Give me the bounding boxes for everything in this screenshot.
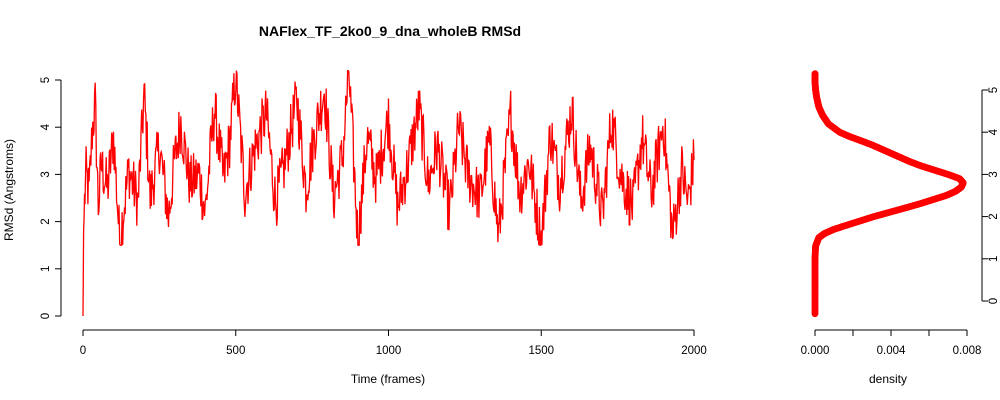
- density-y-tick-label: 1: [988, 256, 1000, 262]
- density-x-tick-label: 0.008: [953, 345, 982, 357]
- density-y-tick-label: 4: [988, 128, 1000, 135]
- density-y-tick-label: 5: [988, 87, 1000, 93]
- main-x-tick-label: 1000: [376, 345, 402, 357]
- main-x-tick-label: 500: [226, 345, 245, 357]
- density-x-tick-label: 0.004: [877, 345, 906, 357]
- main-x-tick-label: 0: [80, 345, 86, 357]
- density-y-tick-label: 2: [988, 213, 1000, 219]
- main-y-tick-label: 2: [40, 218, 52, 224]
- main-x-axis-label: Time (frames): [351, 372, 425, 386]
- main-y-tick-label: 5: [40, 77, 52, 83]
- main-x-tick-label: 1500: [528, 345, 554, 357]
- main-y-tick-label: 4: [40, 123, 52, 130]
- main-y-tick-label: 1: [40, 266, 52, 272]
- density-y-tick-label: 0: [988, 298, 1000, 304]
- density-y-tick-label: 3: [988, 171, 1000, 177]
- main-y-tick-label: 0: [40, 313, 52, 319]
- main-y-axis-label: RMSd (Angstroms): [2, 139, 16, 241]
- main-y-tick-label: 3: [40, 171, 52, 177]
- density-x-tick-label: 0.000: [801, 345, 830, 357]
- density-point: [811, 70, 819, 78]
- chart-title: NAFlex_TF_2ko0_9_dna_wholeB RMSd: [259, 23, 521, 39]
- main-tick-group: 0 1 2 3 4 5 0 500 1000 1500 2000: [40, 77, 707, 357]
- rmsd-series-line: [82, 69, 695, 317]
- density-points: [811, 70, 967, 318]
- density-x-axis-label: density: [869, 372, 907, 386]
- main-x-tick-label: 2000: [681, 345, 707, 357]
- density-tick-group: 0.000 0.004 0.008 0 1 2 3 4 5: [801, 87, 1000, 357]
